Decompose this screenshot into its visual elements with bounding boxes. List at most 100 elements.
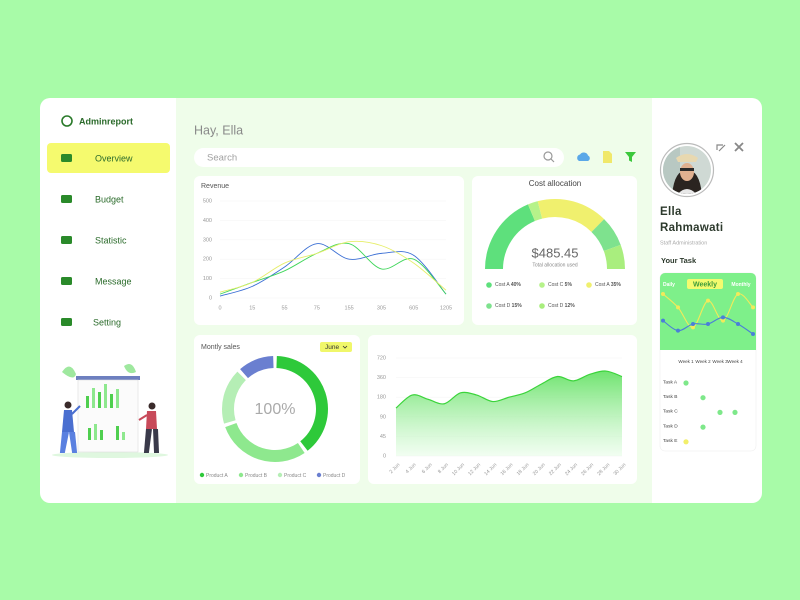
x-tick-label: 305 [377, 305, 386, 311]
point [751, 305, 755, 310]
gauge-subtitle: Total allocation used [532, 262, 578, 268]
chart-title: Montly sales [201, 344, 240, 351]
chart-title: Cost allocation [529, 179, 581, 188]
gauge-value: $485.45 [532, 245, 579, 260]
file-icon[interactable] [603, 151, 612, 163]
legend-value: 12% [565, 303, 576, 309]
donut-segment [225, 423, 305, 462]
close-icon[interactable] [734, 142, 744, 152]
task-dot [700, 424, 706, 430]
nav-item[interactable]: Setting [93, 317, 121, 327]
legend-swatch [316, 472, 322, 478]
x-tick-label: 0 [218, 305, 221, 311]
nav-item[interactable]: Overview [95, 153, 133, 163]
task-dot [683, 380, 689, 386]
week-header: Week 1 [678, 359, 694, 364]
task-label: Task C [663, 409, 678, 415]
edit-icon[interactable] [716, 144, 726, 152]
point [676, 328, 680, 333]
x-tick-label: 15 [249, 305, 255, 311]
point [661, 318, 665, 323]
point [691, 322, 695, 326]
task-tab[interactable]: Weekly [693, 281, 717, 288]
point [751, 332, 755, 336]
task-label: Task E [663, 438, 677, 444]
gauge-segment [485, 204, 535, 269]
search-icon [550, 158, 555, 163]
legend-name: Cost A [495, 282, 510, 288]
task-dot [683, 439, 689, 445]
logo-icon [61, 115, 73, 127]
x-tick-label: 155 [345, 305, 354, 311]
point [706, 298, 710, 303]
gauge-segment [591, 219, 621, 252]
line [219, 243, 447, 297]
legend-swatch [539, 303, 545, 309]
nav-icon [61, 318, 72, 326]
nav-item[interactable]: Statistic [95, 235, 127, 245]
task-dot [717, 409, 723, 415]
legend-swatch [238, 472, 244, 478]
nav-active-bg[interactable] [47, 143, 170, 173]
greeting: Hay, Ella [194, 123, 243, 137]
gauge-segment [527, 201, 543, 222]
y-tick-label: 0 [383, 453, 386, 459]
legend-swatch [199, 472, 205, 478]
sales-card [194, 335, 360, 484]
point [691, 325, 695, 330]
legend-item: Product C [284, 473, 307, 479]
legend-item: Cost A 40% [495, 282, 521, 288]
y-tick-label: 200 [203, 257, 212, 263]
search-box[interactable] [194, 148, 564, 167]
y-tick-label: 90 [380, 414, 386, 420]
donut-segment [276, 356, 329, 451]
search-placeholder: Search [207, 153, 237, 164]
nav-icon [61, 277, 72, 285]
legend-swatch [486, 303, 492, 309]
cloud-icon[interactable] [577, 152, 590, 161]
month-filter: June [325, 344, 339, 351]
task-dot [732, 409, 738, 415]
task-title: Your Task [661, 256, 697, 265]
x-tick-label: 75 [314, 305, 320, 311]
legend-item: Cost D 15% [495, 303, 522, 309]
legend-swatch [277, 472, 283, 478]
legend-item: Product B [245, 473, 268, 479]
legend-name: Cost D [548, 303, 564, 309]
task-chart-bg [660, 273, 756, 350]
y-tick-label: 300 [203, 237, 212, 243]
x-tick-label: 55 [282, 305, 288, 311]
point [736, 322, 740, 326]
task-label: Task A [663, 379, 678, 385]
donut-segment [222, 371, 246, 424]
nav-item[interactable]: Budget [95, 194, 124, 204]
task-tab[interactable]: Daily [663, 282, 675, 288]
y-tick-label: 360 [377, 375, 386, 381]
legend-value: 40% [511, 282, 522, 288]
revenue-card [194, 176, 464, 325]
legend-name: Cost D [495, 303, 511, 309]
y-tick-label: 100 [203, 276, 212, 282]
month-dropdown[interactable] [320, 342, 352, 352]
nav-item[interactable]: Message [95, 276, 132, 286]
task-tab[interactable]: Monthly [731, 282, 750, 288]
point [661, 292, 665, 296]
legend-name: Cost A [595, 282, 610, 288]
filter-icon[interactable] [625, 152, 636, 162]
dropdown-arrow [342, 345, 348, 349]
avatar[interactable] [660, 144, 715, 196]
donut-center: 100% [255, 401, 296, 418]
point [721, 318, 725, 323]
week-header: Week 3 [712, 359, 728, 364]
legend-swatch [586, 282, 592, 288]
y-tick-label: 180 [377, 395, 386, 401]
tab-active-bg[interactable] [687, 279, 723, 289]
y-tick-label: 45 [380, 434, 386, 440]
y-tick-label: 500 [203, 198, 212, 204]
profile-role: Staff Administration [660, 240, 707, 246]
legend-item: Cost A 35% [595, 282, 621, 288]
x-tick-label: 605 [409, 305, 418, 311]
legend-item: Cost D 12% [548, 303, 575, 309]
legend-value: 15% [512, 303, 523, 309]
